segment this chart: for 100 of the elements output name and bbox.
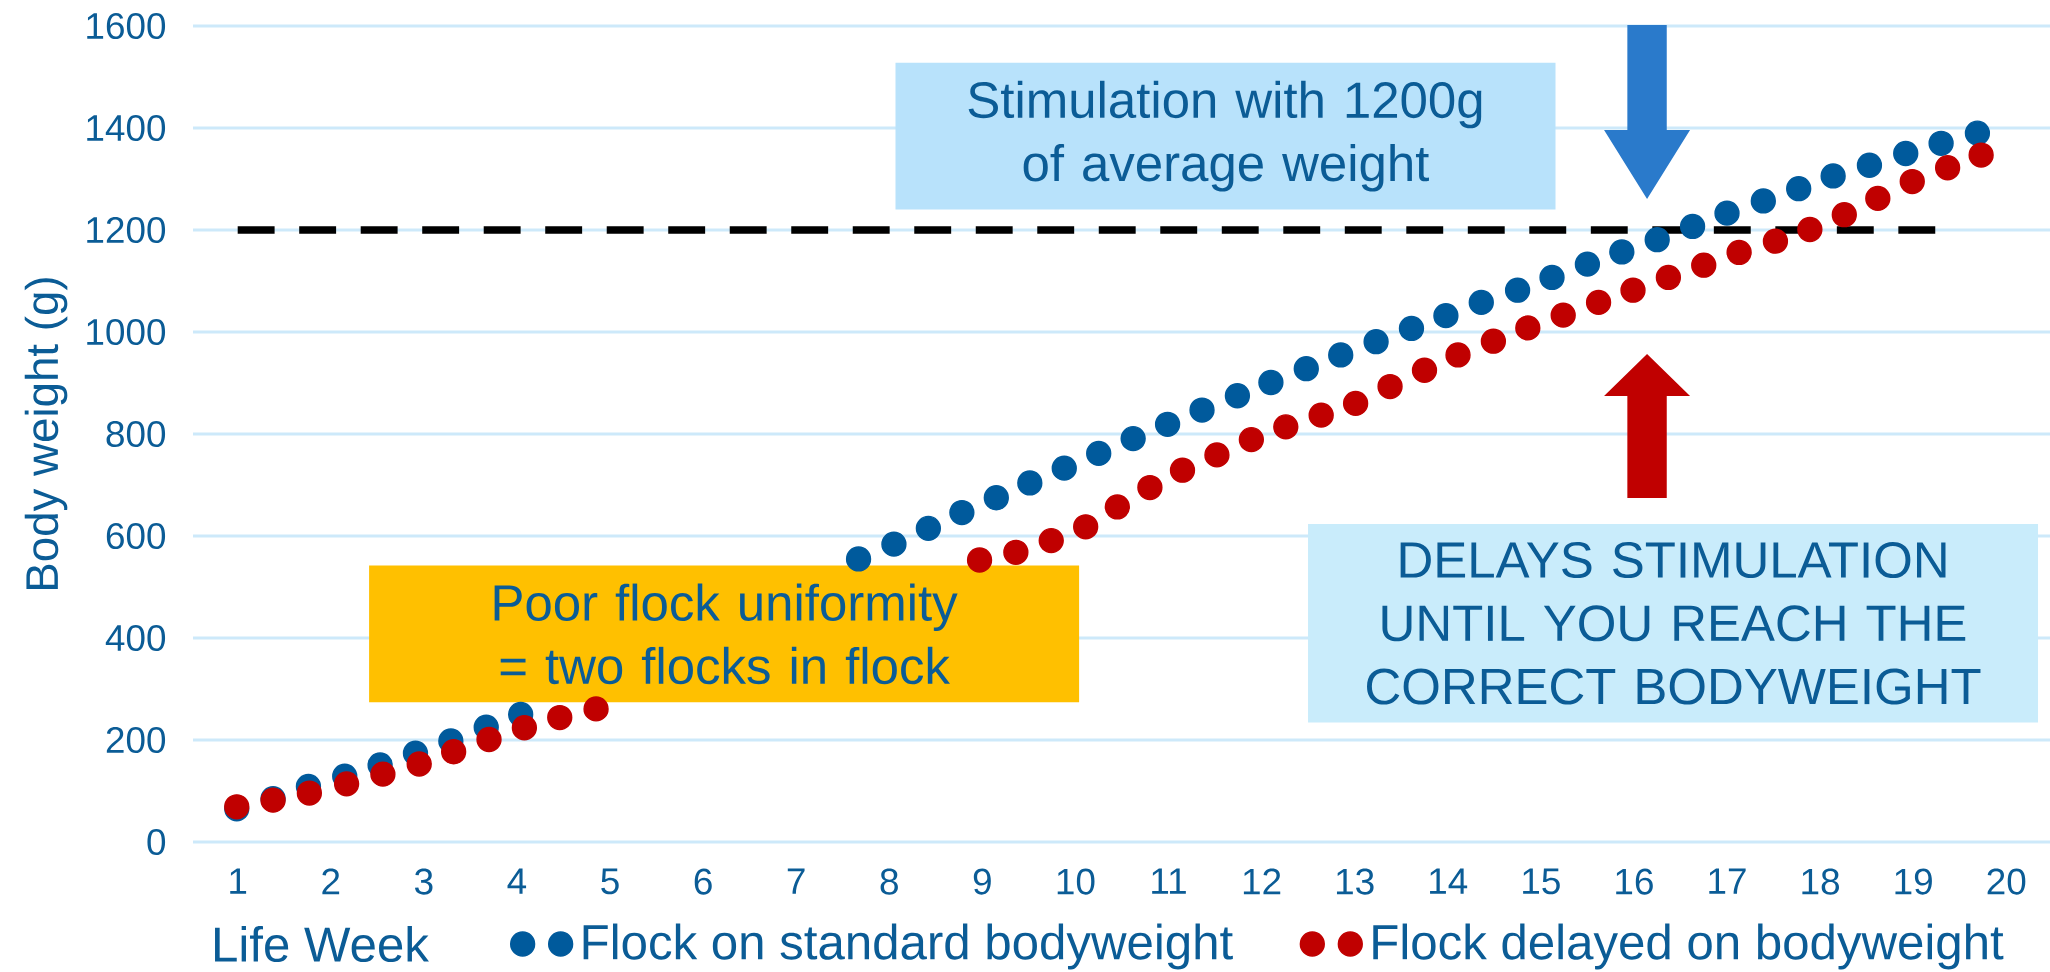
point bbox=[1433, 303, 1459, 329]
x-tick-label: 6 bbox=[694, 868, 712, 895]
point bbox=[1238, 426, 1265, 453]
point bbox=[1714, 200, 1740, 226]
y-tick-label: 1000 bbox=[87, 318, 166, 346]
point bbox=[440, 739, 467, 765]
y-tick-label: 1400 bbox=[87, 114, 166, 142]
point bbox=[1086, 440, 1112, 467]
annotation: DELAYS STIMULATION UNTIL YOU REACH THE CORRECT BODYWEIGHT bbox=[1367, 541, 1981, 705]
point bbox=[1574, 251, 1601, 277]
point bbox=[1726, 239, 1752, 266]
point bbox=[370, 761, 396, 787]
point bbox=[1797, 216, 1823, 243]
point bbox=[1762, 228, 1789, 254]
point bbox=[1073, 514, 1099, 540]
point bbox=[845, 546, 872, 572]
point bbox=[1893, 140, 1919, 167]
point bbox=[1377, 373, 1403, 400]
point bbox=[983, 485, 1009, 511]
legend-label: Flock on standard bodyweight bbox=[583, 923, 1233, 970]
point bbox=[1820, 163, 1846, 189]
point bbox=[333, 771, 360, 797]
point bbox=[1273, 414, 1299, 440]
point bbox=[1204, 442, 1230, 468]
x-tick-label: 20 bbox=[1987, 868, 2026, 895]
point bbox=[1644, 227, 1670, 253]
point bbox=[1137, 474, 1163, 501]
point bbox=[1585, 289, 1612, 316]
x-tick-label: 3 bbox=[414, 868, 433, 895]
point bbox=[966, 547, 993, 573]
point bbox=[1169, 457, 1196, 483]
x-tick-label: 7 bbox=[787, 868, 805, 894]
point bbox=[1363, 329, 1389, 355]
point bbox=[1928, 130, 1954, 156]
point bbox=[1899, 168, 1925, 195]
x-tick-label: 18 bbox=[1802, 868, 1839, 895]
x-tick-label: 9 bbox=[973, 868, 991, 895]
x-tick-label: 5 bbox=[601, 868, 619, 895]
point bbox=[1104, 494, 1130, 520]
point bbox=[547, 704, 573, 731]
point bbox=[1750, 188, 1776, 214]
point bbox=[1051, 455, 1077, 481]
x-tick-label: 19 bbox=[1895, 868, 1932, 895]
point bbox=[1342, 390, 1369, 417]
point bbox=[949, 499, 975, 526]
point bbox=[1445, 342, 1471, 368]
point bbox=[1038, 527, 1064, 554]
y-tick-label: 800 bbox=[106, 420, 166, 448]
point bbox=[1609, 239, 1635, 265]
point bbox=[583, 696, 609, 722]
x-tick-label: 16 bbox=[1616, 868, 1653, 895]
point bbox=[1120, 425, 1146, 452]
point bbox=[1515, 315, 1541, 341]
x-tick-label: 12 bbox=[1243, 868, 1281, 895]
y-tick-label: 0 bbox=[147, 828, 166, 856]
point bbox=[511, 715, 538, 741]
point bbox=[881, 531, 907, 557]
point bbox=[1786, 176, 1812, 202]
annotation: Poor flock uniformity = two flocks in flock bbox=[494, 583, 958, 685]
x-tick-label: 14 bbox=[1430, 868, 1468, 894]
y-tick-label: 600 bbox=[106, 522, 166, 550]
x-tick-label: 2 bbox=[322, 868, 340, 895]
point bbox=[1224, 383, 1251, 409]
point bbox=[1293, 356, 1319, 382]
x-tick-label: 10 bbox=[1057, 868, 1095, 895]
point bbox=[1964, 120, 1991, 146]
annotation: Stimulation with 1200g of average weight bbox=[968, 80, 1482, 192]
point bbox=[1189, 397, 1215, 423]
point bbox=[476, 726, 502, 753]
x-tick-label: 17 bbox=[1709, 868, 1746, 894]
point bbox=[406, 751, 432, 777]
y-axis-title: Body weight (g) bbox=[24, 278, 68, 589]
x-tick-label: 15 bbox=[1523, 868, 1560, 895]
point bbox=[1468, 289, 1494, 316]
point bbox=[1003, 539, 1029, 565]
x-tick-label: 13 bbox=[1336, 868, 1374, 895]
point bbox=[915, 515, 942, 542]
point bbox=[1865, 185, 1891, 212]
x-tick-label: 8 bbox=[880, 868, 898, 895]
point bbox=[1539, 264, 1565, 291]
point bbox=[1411, 357, 1438, 383]
legend-label: Flock delayed on bodyweight bbox=[1373, 923, 2004, 970]
point bbox=[1328, 342, 1354, 368]
y-tick-label: 200 bbox=[106, 726, 166, 754]
point bbox=[1398, 315, 1425, 342]
x-axis-title: Life Week bbox=[215, 925, 429, 963]
point bbox=[1620, 277, 1646, 303]
x-tick-label: 11 bbox=[1152, 868, 1186, 894]
point bbox=[1691, 252, 1717, 278]
y-tick-label: 1600 bbox=[87, 12, 166, 40]
y-tick-label: 1200 bbox=[87, 216, 166, 244]
point bbox=[1550, 302, 1576, 328]
y-tick-label: 400 bbox=[105, 624, 166, 652]
point bbox=[1934, 155, 1961, 181]
point bbox=[1480, 328, 1507, 354]
point bbox=[1258, 369, 1284, 396]
point bbox=[1504, 277, 1531, 303]
point bbox=[1831, 202, 1857, 228]
point bbox=[1154, 411, 1181, 437]
x-tick-label: 1 bbox=[230, 868, 247, 894]
